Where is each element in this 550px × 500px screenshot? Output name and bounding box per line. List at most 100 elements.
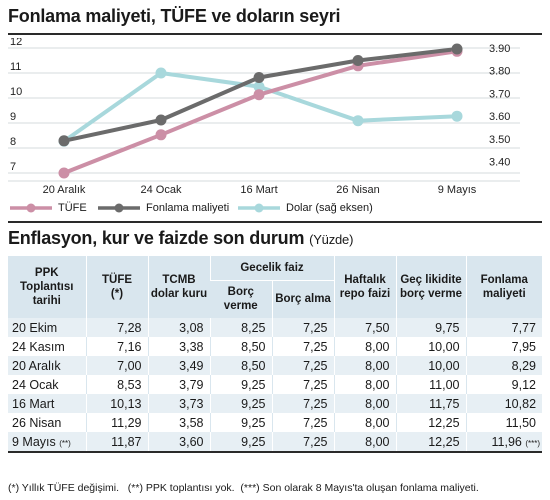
- table-row: 20 Aralık 7,00 3,49 8,50 7,25 8,00 10,00…: [8, 356, 543, 375]
- cell-fonlama: 7,95: [465, 337, 543, 356]
- cell-date: 24 Ocak: [8, 375, 86, 394]
- cell-borc-verme: 9,25: [209, 432, 272, 453]
- left-tick-label: 12: [10, 38, 22, 48]
- cell-repo: 8,00: [333, 375, 397, 394]
- cell-borc-alma: 7,25: [271, 318, 335, 337]
- cell-repo: 8,00: [333, 432, 397, 453]
- cell-gec-likidite: 12,25: [395, 432, 467, 453]
- cell-borc-verme: 9,25: [209, 413, 272, 432]
- cell-tufe: 7,00: [85, 356, 148, 375]
- left-axis-ticks: 7 8 9 10 11 12: [10, 38, 22, 173]
- header-haftalik: Haftalık repo faizi: [333, 256, 397, 318]
- line-chart: 7 8 9 10 11 12 3.40 3.50 3.60 3.70 3.80 3.90 20 Ar…: [8, 38, 520, 196]
- left-tick-label: 11: [10, 61, 21, 73]
- header-borc-alma: Borç alma: [271, 279, 335, 318]
- cell-date: 20 Aralık: [8, 356, 86, 375]
- cell-fonlama-note: (***): [525, 438, 541, 448]
- header-gecelik: Gecelik faiz: [209, 256, 335, 280]
- cell-borc-alma: 7,25: [271, 356, 335, 375]
- cell-tufe: 10,13: [85, 394, 148, 413]
- chart-gridlines: [8, 47, 520, 182]
- x-tick-label: 20 Aralık: [43, 184, 86, 196]
- left-tick-label: 8: [10, 136, 16, 148]
- cell-fonlama: 11,50: [465, 413, 543, 432]
- left-tick-label: 9: [10, 111, 16, 123]
- cell-repo: 8,00: [333, 394, 397, 413]
- cell-fonlama-text: 11,96: [491, 434, 522, 449]
- cell-fonlama: 10,82: [465, 394, 543, 413]
- table-title-text: Enflasyon, kur ve faizde son durum: [8, 228, 305, 248]
- cell-gec-likidite: 9,75: [395, 318, 467, 337]
- left-tick-label: 10: [10, 86, 22, 98]
- legend-swatch-tufe: [10, 203, 52, 213]
- data-point: [155, 129, 167, 141]
- cell-dolar: 3,49: [147, 356, 210, 375]
- series-lines: [62, 47, 459, 175]
- legend-item-dolar: Dolar (sağ eksen): [236, 202, 373, 214]
- cell-dolar: 3,73: [147, 394, 210, 413]
- cell-borc-verme: 9,25: [209, 375, 272, 394]
- chart-title: Fonlama maliyeti, TÜFE ve doların seyri: [8, 6, 341, 26]
- cell-tufe: 8,53: [85, 375, 148, 394]
- series-line-0: [62, 49, 459, 175]
- legend-item-tufe: TÜFE: [8, 202, 87, 214]
- cell-fonlama: 9,12: [465, 375, 543, 394]
- data-point: [352, 55, 364, 66]
- cell-dolar: 3,79: [147, 375, 210, 394]
- cell-fonlama: 11,96 (***): [465, 432, 543, 453]
- x-tick-label: 24 Ocak: [141, 184, 182, 196]
- data-point: [451, 43, 463, 55]
- cell-gec-likidite: 10,00: [395, 356, 467, 375]
- cell-gec-likidite: 11,75: [395, 394, 467, 413]
- header-ppk: PPK Toplantısı tarihi: [8, 256, 86, 318]
- table-title: Enflasyon, kur ve faizde son durum (Yüzd…: [8, 228, 353, 249]
- cell-date: 20 Ekim: [8, 318, 86, 337]
- header-tufe-label: TÜFE: [101, 274, 133, 286]
- legend-item-fonlama: Fonlama maliyeti: [96, 202, 229, 214]
- legend-swatch-dolar: [238, 203, 280, 213]
- right-tick-label: 3.50: [489, 134, 510, 146]
- right-tick-label: 3.40: [489, 157, 510, 169]
- cell-borc-alma: 7,25: [271, 413, 335, 432]
- data-point: [253, 81, 265, 93]
- table-row: 16 Mart 10,13 3,73 9,25 7,25 8,00 11,75 …: [8, 394, 543, 413]
- data-point: [451, 110, 463, 122]
- cell-dolar: 3,58: [147, 413, 210, 432]
- table-row: 26 Nisan 11,29 3,58 9,25 7,25 8,00 12,25…: [8, 413, 543, 432]
- cell-tufe: 7,28: [85, 318, 148, 337]
- x-tick-label: 16 Mart: [240, 184, 277, 196]
- right-axis-ticks: 3.40 3.50 3.60 3.70 3.80 3.90: [489, 43, 510, 169]
- header-fonlama: Fonlama maliyeti: [465, 256, 543, 318]
- data-point: [155, 114, 167, 126]
- cell-gec-likidite: 10,00: [395, 337, 467, 356]
- legend-swatch-fonlama: [98, 203, 140, 213]
- header-tcmb: TCMB dolar kuru: [147, 256, 210, 318]
- cell-borc-alma: 7,25: [271, 394, 335, 413]
- table-footnote: (*) Yıllık TÜFE değişimi. (**) PPK topla…: [8, 482, 479, 494]
- cell-borc-alma: 7,25: [271, 432, 335, 453]
- data-point: [58, 135, 70, 147]
- cell-date: 16 Mart: [8, 394, 86, 413]
- table-row: 24 Ocak 8,53 3,79 9,25 7,25 8,00 11,00 9…: [8, 375, 543, 394]
- cell-borc-alma: 7,25: [271, 375, 335, 394]
- cell-fonlama: 7,77: [465, 318, 543, 337]
- cell-date: 26 Nisan: [8, 413, 86, 432]
- section-divider: [8, 221, 542, 223]
- table-row: 20 Ekim 7,28 3,08 8,25 7,25 7,50 9,75 7,…: [8, 318, 543, 337]
- header-tufe: TÜFE (*): [85, 256, 148, 318]
- legend-label-tufe: TÜFE: [58, 202, 87, 214]
- header-gec-likidite: Geç likidite borç verme: [395, 256, 467, 318]
- title-divider: [8, 33, 542, 35]
- cell-borc-verme: 9,25: [209, 394, 272, 413]
- data-point: [58, 167, 70, 179]
- table-unit: (Yüzde): [309, 232, 354, 247]
- cell-gec-likidite: 11,00: [395, 375, 467, 394]
- legend-label-dolar: Dolar (sağ eksen): [286, 202, 373, 214]
- data-point: [253, 89, 265, 101]
- right-tick-label: 3.80: [489, 66, 510, 78]
- cell-gec-likidite: 12,25: [395, 413, 467, 432]
- cell-tufe: 11,29: [85, 413, 148, 432]
- cell-date: 24 Kasım: [8, 337, 86, 356]
- data-point: [155, 67, 167, 79]
- cell-dolar: 3,60: [147, 432, 210, 453]
